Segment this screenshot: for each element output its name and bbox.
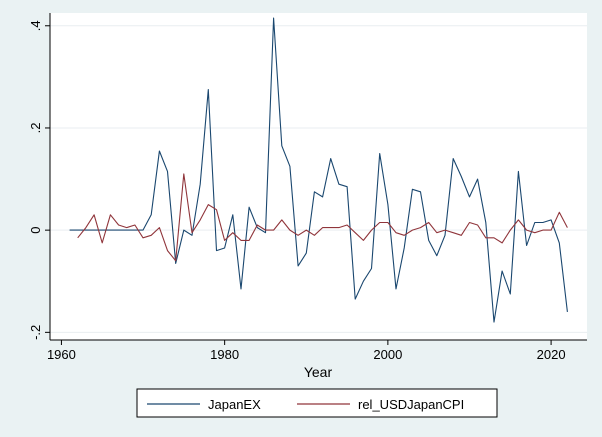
x-axis-title: Year — [304, 364, 333, 380]
x-axis-ticks: 1960 1980 2000 2020 — [47, 340, 566, 362]
series-layer — [69, 17, 568, 323]
y-tick-label: .4 — [28, 20, 43, 31]
x-tick-label: 2020 — [537, 347, 566, 362]
legend-label-japanex: JapanEX — [208, 397, 261, 412]
x-tick-label: 1960 — [47, 347, 76, 362]
x-tick-label: 2000 — [373, 347, 402, 362]
legend-label-rel-usdjapancpi: rel_USDJapanCPI — [358, 397, 464, 412]
y-tick-label: 0 — [28, 227, 43, 234]
series-line-japanex — [69, 17, 568, 323]
legend-box — [136, 388, 498, 418]
x-tick-label: 1980 — [210, 347, 239, 362]
y-tick-label: .2 — [28, 123, 43, 134]
legend: JapanEX rel_USDJapanCPI — [136, 388, 498, 418]
y-axis-ticks: -.2 0 .2 .4 — [28, 20, 50, 340]
y-tick-label: -.2 — [28, 325, 43, 340]
plot-area — [50, 13, 587, 340]
series-line-rel-usdjapancpi — [77, 173, 568, 262]
